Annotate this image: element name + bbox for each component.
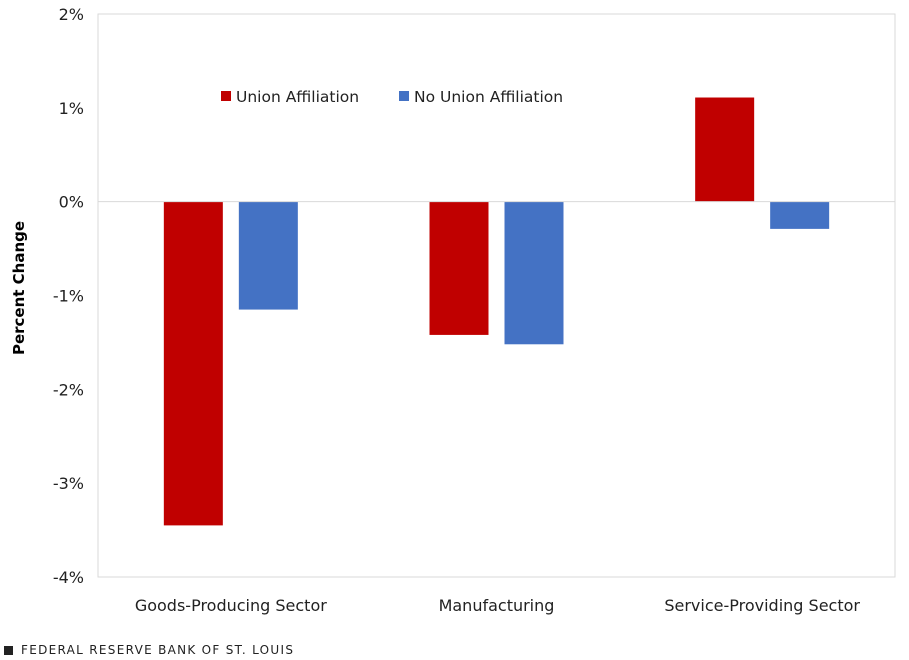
x-category-label: Goods-Producing Sector — [135, 596, 327, 615]
y-tick-label: -4% — [53, 568, 84, 587]
bar-union-1 — [429, 201, 489, 335]
x-category-label: Service-Providing Sector — [664, 596, 860, 615]
bar-no-union-1 — [504, 201, 564, 345]
plot-frame — [97, 13, 896, 578]
y-tick-label: 0% — [59, 193, 84, 212]
footer-source: FEDERAL RESERVE BANK OF ST. LOUIS — [4, 643, 294, 657]
y-axis-label: Percent Change — [10, 221, 28, 355]
footer-text: FEDERAL RESERVE BANK OF ST. LOUIS — [21, 643, 295, 657]
y-tick-label: -2% — [53, 380, 84, 399]
legend-label: Union Affiliation — [236, 88, 359, 106]
legend: Union Affiliation No Union Affiliation — [221, 88, 563, 106]
footer-square-icon — [4, 645, 13, 655]
bar-no-union-0 — [238, 201, 298, 310]
bar-union-2 — [695, 97, 755, 202]
legend-swatch — [399, 91, 409, 101]
y-tick-label: 2% — [59, 5, 84, 24]
x-category-label: Manufacturing — [439, 596, 555, 615]
y-tick-label: -3% — [53, 474, 84, 493]
legend-swatch — [221, 91, 231, 101]
y-tick-label: 1% — [59, 99, 84, 118]
bar-union-0 — [163, 201, 223, 526]
y-tick-label: -1% — [53, 287, 84, 306]
legend-label: No Union Affiliation — [414, 88, 563, 106]
bar-no-union-2 — [770, 201, 830, 229]
